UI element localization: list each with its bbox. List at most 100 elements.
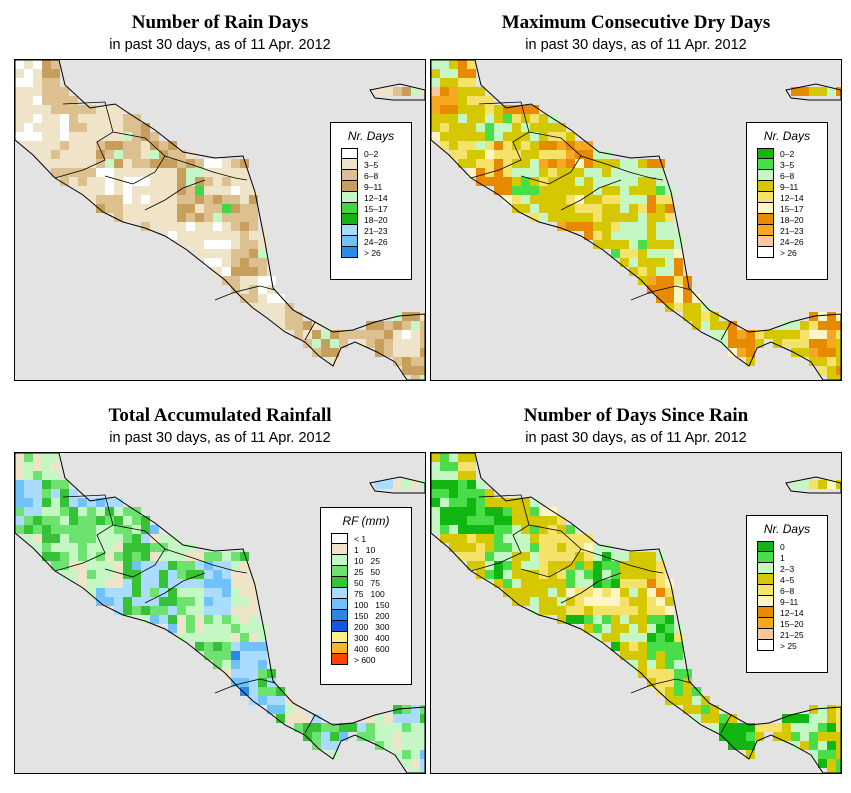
grid-cell [728,339,737,348]
grid-cell [683,678,692,687]
grid-cell [222,597,231,606]
grid-cell [42,96,51,105]
grid-cell [213,579,222,588]
grid-cell [96,159,105,168]
grid-cell [485,570,494,579]
grid-cell [638,222,647,231]
grid-cell [449,534,458,543]
grid-cell [60,150,69,159]
legend: Nr. Days 0 1 2–3 4–5 6–8 9–11 12–14 15–20 21–25 >… [746,515,828,673]
grid-cell [105,141,114,150]
grid-cell [402,357,411,366]
grid-cell [431,78,440,87]
grid-cell [105,552,114,561]
grid-cell [548,579,557,588]
grid-cell [78,561,87,570]
grid-cell [755,339,764,348]
grid-cell [584,606,593,615]
grid-cell [33,489,42,498]
grid-cell [231,240,240,249]
grid-cell [141,606,150,615]
grid-cell [330,741,339,750]
grid-cell [530,588,539,597]
grid-cell [51,471,60,480]
grid-cell [177,222,186,231]
grid-cell [123,195,132,204]
grid-cell [150,204,159,213]
grid-cell [575,606,584,615]
grid-cell [584,159,593,168]
map-canvas [431,453,841,773]
grid-cell [213,570,222,579]
grid-cell [611,561,620,570]
grid-cell [276,303,285,312]
grid-cell [87,195,96,204]
legend-swatch [757,159,774,170]
grid-cell [647,615,656,624]
grid-cell [132,570,141,579]
legend-item: 12–14 [757,192,827,203]
grid-cell [449,78,458,87]
grid-cell [449,105,458,114]
grid-cell [548,186,557,195]
grid-cell [141,552,150,561]
grid-cell [186,561,195,570]
legend-item: 12–14 [757,607,827,618]
grid-cell [557,543,566,552]
grid-cell [557,579,566,588]
grid-cell [24,462,33,471]
grid-cell [449,114,458,123]
grid-cell [449,69,458,78]
grid-cell [240,168,249,177]
grid-cell [836,87,841,96]
grid-cell [656,615,665,624]
grid-cell [159,222,168,231]
legend-label: 400 600 [354,643,390,654]
grid-cell [195,186,204,195]
grid-cell [15,471,24,480]
grid-cell [467,534,476,543]
grid-cell [177,615,186,624]
grid-cell [195,588,204,597]
grid-cell [593,597,602,606]
grid-cell [467,132,476,141]
legend-label: 1 10 [354,544,376,555]
grid-cell [773,732,782,741]
grid-cell [557,177,566,186]
grid-cell [647,579,656,588]
grid-cell [69,132,78,141]
panel-title: Maximum Consecutive Dry Days [501,12,771,33]
grid-cell [303,723,312,732]
grid-cell [24,105,33,114]
grid-cell [330,339,339,348]
grid-cell [503,186,512,195]
grid-cell [60,570,69,579]
grid-cell [213,258,222,267]
grid-cell [402,321,411,330]
grid-cell [123,132,132,141]
grid-cell [665,651,674,660]
grid-cell [375,741,384,750]
grid-cell [105,150,114,159]
grid-cell [485,141,494,150]
grid-cell [213,597,222,606]
legend-item: > 25 [757,640,827,651]
grid-cell [105,570,114,579]
grid-cell [530,141,539,150]
grid-cell [566,177,575,186]
grid-cell [87,579,96,588]
grid-cell [195,615,204,624]
grid-cell [60,132,69,141]
grid-cell [42,132,51,141]
legend: Nr. Days 0–2 3–5 6–8 9–11 12–14 15–17 18–20 21–… [330,122,412,280]
grid-cell [485,159,494,168]
grid-cell [836,714,841,723]
grid-cell [177,159,186,168]
grid-cell [512,552,521,561]
grid-cell [42,489,51,498]
grid-cell [312,348,321,357]
grid-cell [755,732,764,741]
grid-cell [249,294,258,303]
grid-cell [665,687,674,696]
grid-cell [674,678,683,687]
